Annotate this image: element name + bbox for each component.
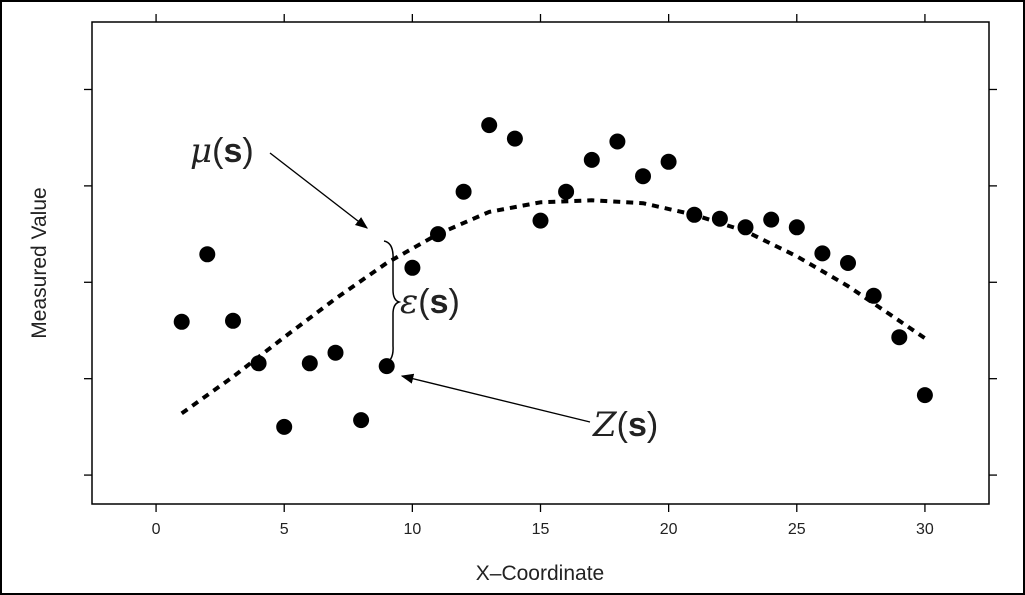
- annotation-z-label: Z(s): [592, 405, 658, 445]
- x-tick-label: 30: [916, 521, 934, 538]
- data-points-layer: [173, 117, 933, 435]
- data-point: [686, 206, 703, 223]
- y-axis-title: Measured Value: [28, 187, 51, 338]
- data-point: [814, 245, 831, 262]
- data-point: [763, 211, 780, 228]
- x-axis-title: X–Coordinate: [476, 562, 604, 585]
- data-point: [173, 313, 190, 330]
- annotation-eps-label: ε(s): [400, 282, 460, 322]
- trend-line-mu: [180, 198, 927, 416]
- x-tick-label: 15: [532, 521, 550, 538]
- x-tick-label: 20: [660, 521, 678, 538]
- data-point: [840, 255, 856, 271]
- annotation-eps-brace: [383, 240, 402, 365]
- x-tick-label: 25: [788, 521, 806, 538]
- data-point: [301, 355, 318, 372]
- data-point: [711, 210, 728, 227]
- data-point: [916, 387, 933, 404]
- data-point: [558, 183, 575, 200]
- trend-line-layer: [180, 198, 927, 416]
- data-point: [635, 168, 651, 185]
- x-tick-label: 10: [403, 521, 421, 538]
- x-tick-label: 0: [152, 521, 161, 538]
- data-point: [455, 183, 472, 200]
- data-point: [199, 246, 216, 263]
- data-point: [865, 287, 882, 304]
- data-point: [891, 329, 908, 346]
- data-point: [609, 133, 626, 150]
- annotations-layer: μ(s) ε(s) Z(s): [190, 131, 658, 445]
- axes: 0 5 10 15 20 25 30: [84, 14, 997, 538]
- data-point: [276, 418, 293, 435]
- data-point: [404, 259, 421, 276]
- data-point: [250, 355, 267, 372]
- data-point: [737, 219, 754, 236]
- annotation-z-arrow: [400, 373, 591, 423]
- data-point: [788, 219, 805, 236]
- data-point: [660, 153, 677, 170]
- data-point: [430, 226, 446, 243]
- data-point: [378, 358, 395, 375]
- data-point: [225, 312, 241, 329]
- annotation-mu-label: μ(s): [190, 131, 254, 171]
- x-tick-label: 5: [280, 521, 289, 538]
- data-point: [353, 412, 370, 429]
- annotation-mu-arrow: [269, 152, 368, 229]
- data-point: [327, 344, 344, 361]
- data-point: [583, 151, 600, 168]
- data-point: [532, 212, 549, 229]
- data-point: [481, 117, 498, 134]
- data-point: [506, 130, 523, 147]
